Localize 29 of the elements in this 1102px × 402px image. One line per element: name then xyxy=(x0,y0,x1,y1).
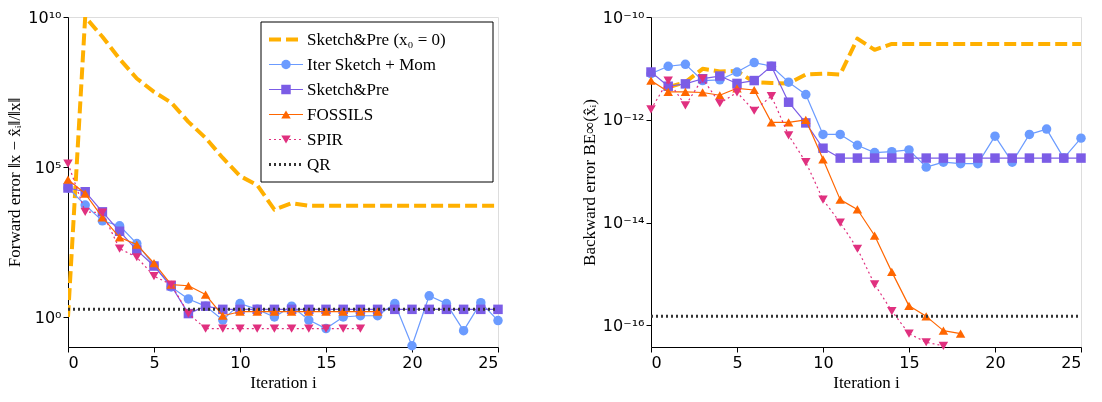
x-tick-label: 5 xyxy=(732,352,743,372)
legend-label: FOSSILS xyxy=(307,104,374,124)
x-tick-label: 10 xyxy=(230,352,251,372)
x-tick-label: 20 xyxy=(985,352,1006,372)
legend-label: Sketch&Pre (x₀ = 0) xyxy=(307,29,446,49)
legend-label: Iter Sketch + Mom xyxy=(307,54,437,74)
x-tick-label: 25 xyxy=(478,352,499,372)
y-tick-label: 10⁻¹⁶ xyxy=(602,315,645,335)
y-axis-title: Forward error ‖x − x̂ᵢ‖/‖x‖ xyxy=(5,97,25,268)
x-tick-label: 15 xyxy=(316,352,337,372)
x-tick-label: 0 xyxy=(68,352,79,372)
x-tick-label: 15 xyxy=(899,352,920,372)
legend-label: Sketch&Pre xyxy=(307,79,390,99)
y-tick-label: 10⁻¹² xyxy=(602,110,645,130)
legend-label: SPIR xyxy=(307,129,344,149)
y-tick-label: 10⁰ xyxy=(34,307,62,327)
x-tick-label: 25 xyxy=(1061,352,1082,372)
x-tick-label: 5 xyxy=(149,352,160,372)
x-axis-title: Iteration i xyxy=(833,372,901,392)
y-tick-label: 10⁻¹⁰ xyxy=(602,7,645,27)
y-tick-label: 10⁵ xyxy=(34,157,62,177)
legend-label: QR xyxy=(307,154,332,174)
y-axis-title: Backward error BE∞(x̂ᵢ) xyxy=(579,99,599,266)
y-tick-label: 10¹⁰ xyxy=(28,7,62,27)
x-tick-label: 0 xyxy=(651,352,662,372)
y-tick-label: 10⁻¹⁴ xyxy=(602,213,645,233)
x-tick-label: 10 xyxy=(813,352,834,372)
x-axis-title: Iteration i xyxy=(250,372,318,392)
x-tick-label: 20 xyxy=(402,352,423,372)
